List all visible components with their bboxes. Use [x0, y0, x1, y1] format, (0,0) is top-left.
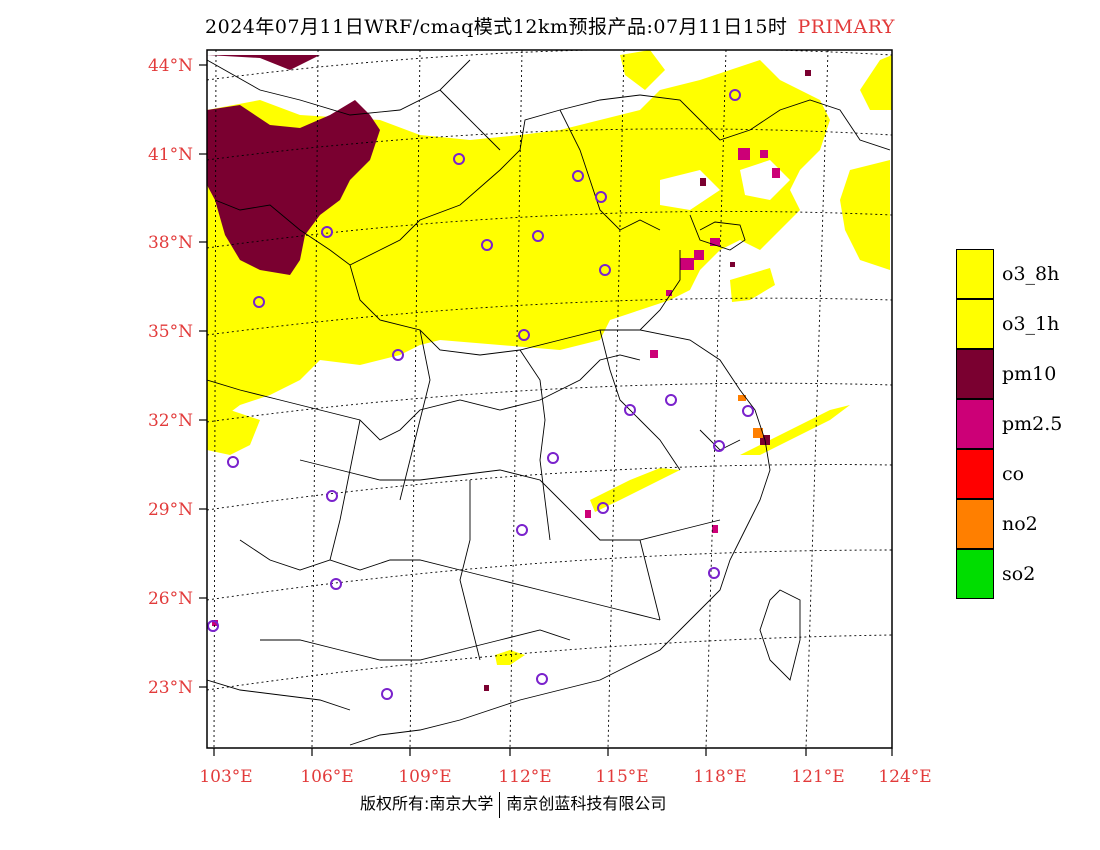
lat-label: 29°N	[148, 500, 193, 520]
lon-label: 115°E	[595, 767, 648, 787]
legend-swatch	[956, 349, 994, 399]
lat-label: 32°N	[148, 411, 193, 431]
legend-label: pm10	[1002, 363, 1057, 385]
lon-label: 112°E	[498, 767, 551, 787]
lat-label: 23°N	[148, 678, 193, 698]
pm10-region	[207, 100, 380, 275]
lat-label: 41°N	[148, 145, 193, 165]
pm10-region-top	[207, 55, 320, 70]
lon-label: 106°E	[300, 767, 353, 787]
lon-label: 121°E	[791, 767, 844, 787]
copyright-footer: 版权所有:南京大学 南京创蓝科技有限公司	[360, 790, 666, 818]
lon-label: 118°E	[693, 767, 746, 787]
latitude-labels: 44°N 41°N 38°N 35°N 32°N 29°N 26°N 23°N	[148, 56, 193, 698]
legend-label: no2	[1002, 513, 1038, 535]
lat-label: 38°N	[148, 233, 193, 253]
lon-label: 103°E	[199, 767, 252, 787]
legend-label: co	[1002, 463, 1025, 485]
footer-divider	[499, 791, 501, 818]
legend-swatch	[956, 499, 994, 549]
graticule	[207, 50, 892, 748]
primary-tag: PRIMARY	[797, 16, 895, 38]
copyright-right: 南京创蓝科技有限公司	[506, 794, 667, 813]
station-markers	[207, 89, 754, 700]
map-title: 2024年07月11日WRF/cmaq模式12km预报产品:07月11日15时 P…	[0, 12, 1100, 39]
lon-label: 109°E	[398, 767, 451, 787]
no2-spots	[738, 395, 763, 438]
pm25-spots	[212, 148, 780, 626]
lat-label: 35°N	[148, 322, 193, 342]
legend-swatch	[956, 449, 994, 499]
legend-label: o3_8h	[1002, 263, 1060, 285]
map-frame	[206, 49, 893, 749]
legend-swatch	[956, 299, 994, 349]
axis-ticks	[199, 64, 893, 756]
lon-label: 124°E	[878, 767, 931, 787]
legend-label: pm2.5	[1002, 413, 1063, 435]
legend-label: o3_1h	[1002, 313, 1060, 335]
legend-swatch	[956, 549, 994, 599]
lat-label: 26°N	[148, 589, 193, 609]
lat-label: 44°N	[148, 56, 193, 76]
title-text: 2024年07月11日WRF/cmaq模式12km预报产品:07月11日15时	[205, 16, 788, 38]
legend-swatch	[956, 249, 994, 299]
legend-label: so2	[1002, 563, 1036, 585]
copyright-left: 版权所有:南京大学	[360, 794, 494, 813]
boundaries	[207, 59, 891, 746]
map-content	[207, 50, 892, 748]
longitude-labels: 103°E 106°E 109°E 112°E 115°E 118°E 121°…	[199, 767, 931, 787]
legend-swatch	[956, 399, 994, 449]
